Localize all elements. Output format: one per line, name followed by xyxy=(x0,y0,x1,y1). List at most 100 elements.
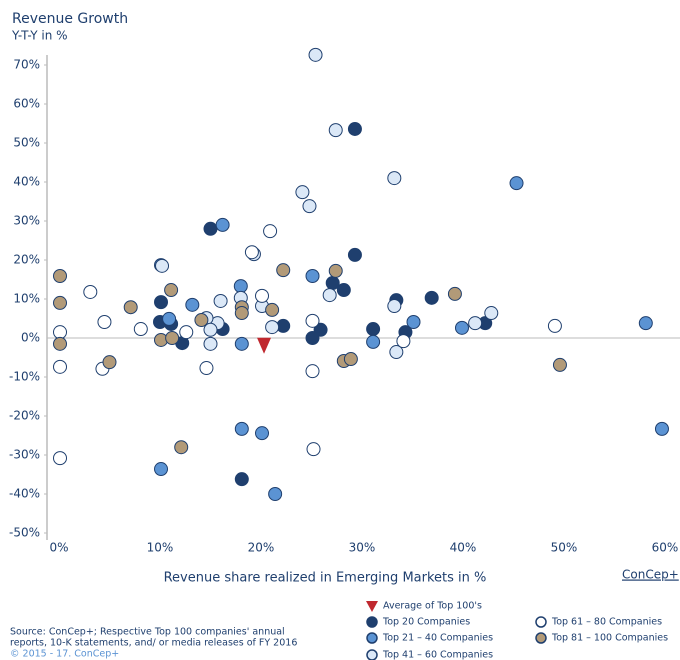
point xyxy=(199,361,214,376)
x-tick-label: 20% xyxy=(248,541,275,555)
y-tick-label: -20% xyxy=(9,409,40,423)
legend-label: Top 20 Companies xyxy=(382,617,470,628)
point xyxy=(509,176,524,191)
point xyxy=(638,316,653,331)
point xyxy=(276,263,291,278)
x-axis-label: Revenue share realized in Emerging Marke… xyxy=(164,571,487,586)
point xyxy=(454,320,469,335)
point xyxy=(174,440,189,455)
y-tick-label: 0% xyxy=(21,331,40,345)
legend-symbol xyxy=(535,616,547,628)
y-tick-label: -40% xyxy=(9,487,40,501)
source: © 2015 - 17. ConCep+ xyxy=(10,649,119,660)
x-tick-label: 10% xyxy=(147,541,174,555)
x-tick-label: 60% xyxy=(652,541,679,555)
point xyxy=(123,300,138,315)
legend-label: Average of Top 100's xyxy=(383,601,482,612)
point xyxy=(53,336,68,351)
point xyxy=(406,315,421,330)
point xyxy=(53,451,68,466)
point xyxy=(165,331,180,345)
point xyxy=(306,442,321,457)
point xyxy=(154,462,169,477)
point xyxy=(179,325,194,340)
y-tick-label: -30% xyxy=(9,448,40,462)
point xyxy=(194,313,209,328)
point xyxy=(244,245,259,260)
point xyxy=(336,283,351,298)
x-tick-label: 30% xyxy=(349,541,376,555)
point xyxy=(164,283,179,298)
point xyxy=(366,334,381,349)
point xyxy=(155,258,170,273)
point xyxy=(322,288,337,303)
point xyxy=(162,311,177,326)
point xyxy=(305,268,320,283)
average-marker xyxy=(257,337,272,354)
point xyxy=(328,123,343,138)
point xyxy=(547,318,562,333)
y-tick-label: 10% xyxy=(13,292,40,306)
point xyxy=(302,199,317,214)
point xyxy=(484,306,499,321)
point xyxy=(133,322,148,337)
source: reports, 10-K statements, and/ or media … xyxy=(10,638,297,649)
point xyxy=(265,320,280,335)
point xyxy=(215,217,230,232)
point xyxy=(234,336,249,351)
point xyxy=(203,221,218,236)
point xyxy=(154,295,169,310)
point xyxy=(53,268,68,283)
point xyxy=(53,295,68,310)
legend-label: Top 41 – 60 Companies xyxy=(382,650,493,660)
point xyxy=(234,472,249,487)
source: Source: ConCep+; Respective Top 100 comp… xyxy=(10,627,285,638)
point xyxy=(654,421,669,436)
legend-symbol xyxy=(366,632,378,644)
point xyxy=(265,302,280,317)
legend-symbol xyxy=(366,601,378,612)
chart-subtitle: Y-T-Y in % xyxy=(11,29,68,43)
point xyxy=(305,331,320,345)
point xyxy=(305,364,320,379)
point xyxy=(102,355,117,370)
legend-symbol xyxy=(366,649,378,660)
point xyxy=(325,276,340,291)
point xyxy=(234,421,249,436)
point xyxy=(343,352,358,367)
y-tick-label: 30% xyxy=(13,214,40,228)
point xyxy=(233,279,248,294)
chart-title: Revenue Growth xyxy=(12,11,128,27)
point xyxy=(213,293,228,308)
legend-label: Top 21 – 40 Companies xyxy=(382,633,493,644)
point xyxy=(347,247,362,262)
point xyxy=(552,357,567,372)
point xyxy=(424,290,439,305)
point xyxy=(83,284,98,299)
x-tick-label: 0% xyxy=(49,541,68,555)
point xyxy=(185,297,200,312)
point xyxy=(389,345,404,360)
y-tick-label: 70% xyxy=(13,58,40,72)
point xyxy=(234,306,249,321)
point xyxy=(347,121,362,136)
y-tick-label: 60% xyxy=(13,97,40,111)
point xyxy=(203,336,218,351)
point xyxy=(203,322,218,337)
point xyxy=(328,263,343,278)
point xyxy=(295,185,310,200)
y-tick-label: 20% xyxy=(13,253,40,267)
point xyxy=(308,47,323,62)
y-tick-label: -10% xyxy=(9,370,40,384)
y-tick-label: 40% xyxy=(13,175,40,189)
point xyxy=(97,315,112,330)
legend-label: Top 61 – 80 Companies xyxy=(551,617,662,628)
legend-symbol xyxy=(366,616,378,628)
point xyxy=(387,299,402,314)
point xyxy=(255,426,270,441)
x-tick-label: 50% xyxy=(551,541,578,555)
point xyxy=(387,171,402,186)
point xyxy=(53,325,68,340)
legend-label: Top 81 – 100 Companies xyxy=(551,633,668,644)
